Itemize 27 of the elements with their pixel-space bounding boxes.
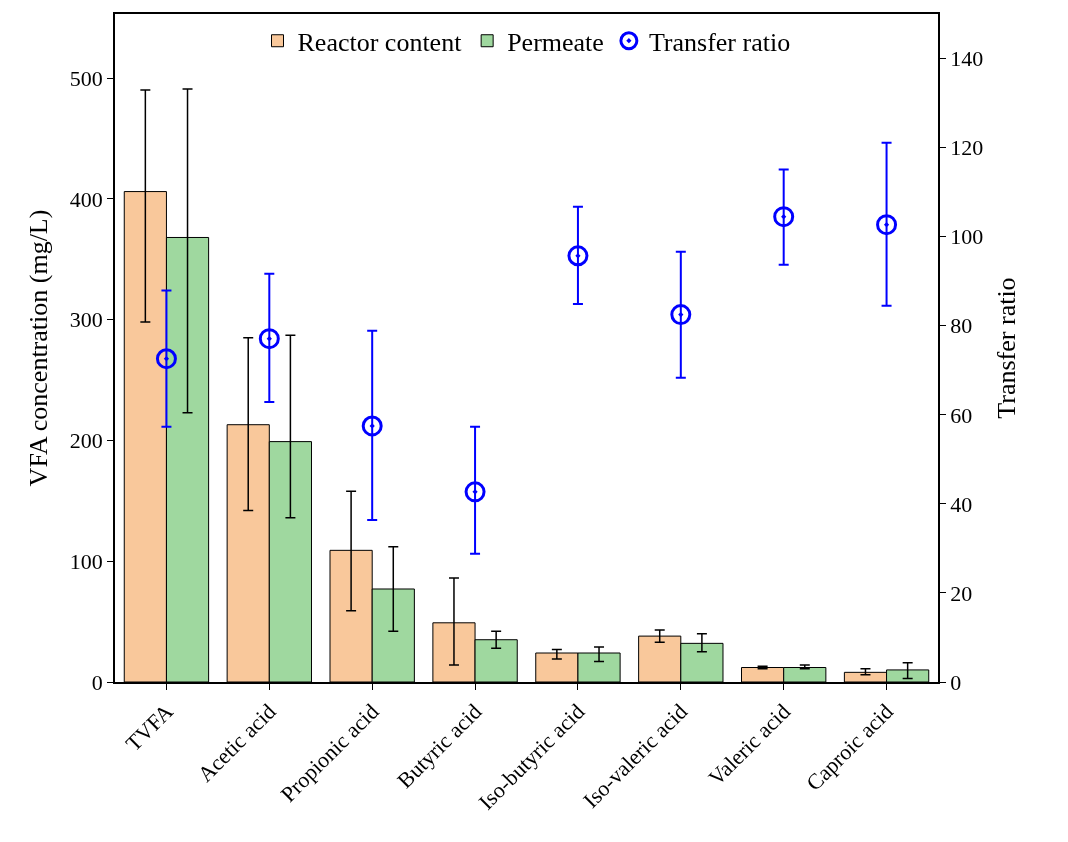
y-tick-label: 500 (69, 65, 103, 91)
legend-label: Transfer ratio (648, 27, 791, 57)
point (567, 245, 589, 267)
y2-tick-label: 80 (950, 313, 973, 339)
point (464, 481, 486, 503)
legend-label: Reactor content (297, 27, 463, 57)
y-tick-label: 400 (69, 186, 103, 212)
y2-tick-label: 60 (950, 402, 973, 428)
y2-tick-label: 120 (950, 135, 984, 161)
y-axis-title: VFA concentration (mg/L) (23, 209, 53, 487)
point (876, 214, 898, 236)
y2-axis-title: Transfer ratio (992, 277, 1022, 419)
legend-label: Permeate (507, 27, 604, 57)
y2-tick-label: 0 (950, 669, 962, 695)
y2-tick-label: 140 (950, 46, 984, 72)
y2-tick-label: 20 (950, 580, 973, 606)
point (258, 328, 280, 350)
y2-tick-label: 40 (950, 491, 973, 517)
y-tick-label: 200 (69, 428, 103, 454)
point (670, 304, 692, 326)
y-tick-label: 300 (69, 307, 103, 333)
point (155, 348, 177, 370)
y-tick-label: 0 (91, 669, 103, 695)
y-tick-label: 100 (69, 548, 103, 574)
y2-tick-label: 100 (950, 224, 984, 250)
point (361, 415, 383, 437)
point (773, 206, 795, 228)
